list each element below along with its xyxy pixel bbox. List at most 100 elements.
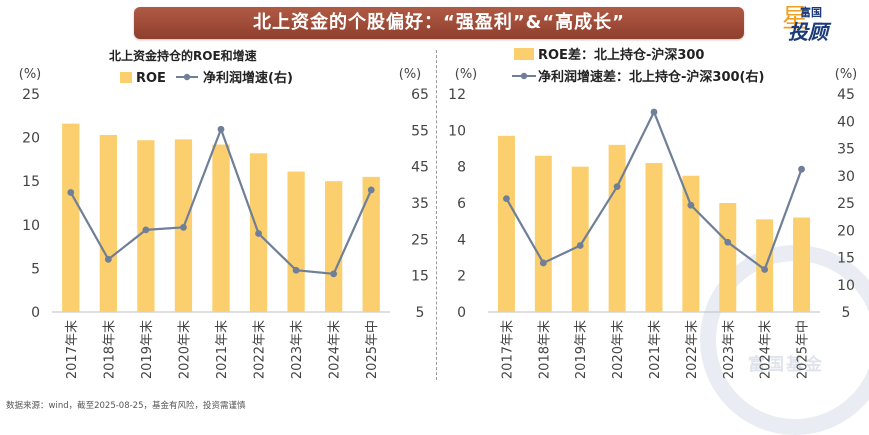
x-tick-label: 2018年末 [537, 320, 552, 379]
line-point-9 [367, 186, 375, 194]
y-left-tick-label: 15 [22, 174, 40, 190]
bar-7 [287, 171, 305, 312]
logo-top-text: 富国 [800, 6, 822, 19]
line-point-2 [539, 259, 547, 267]
star-icon: 星 [782, 4, 809, 34]
y-right-tick-label: 35 [411, 196, 429, 212]
bar-8 [325, 181, 343, 312]
line-point-5 [217, 125, 225, 133]
y-right-tick-label: 45 [837, 87, 855, 103]
bar-3 [571, 166, 589, 312]
bar-1 [62, 123, 80, 312]
y-left-tick-label: 20 [22, 131, 40, 147]
x-tick-label: 2025年中 [796, 320, 811, 379]
source-note: 数据来源：wind，截至2025-08-25，基金有风险，投资需谨慎 [6, 401, 246, 411]
y-right-tick-label: 15 [837, 251, 855, 267]
line-point-6 [255, 230, 262, 237]
y-left-unit: (%) [19, 67, 42, 82]
logo-main-text: 投顾 [788, 20, 828, 44]
x-tick-label: 2023年末 [290, 320, 305, 379]
bar-8 [756, 219, 774, 312]
x-tick-label: 2018年末 [102, 320, 117, 379]
y-left-tick-label: 5 [31, 261, 40, 277]
line-point-3 [142, 226, 150, 234]
x-tick-label: 2017年末 [65, 320, 80, 379]
y-right-unit: (%) [835, 67, 858, 82]
legend-bar-label: ROE [136, 71, 166, 86]
bar-1 [497, 135, 515, 312]
y-left-tick-label: 2 [457, 269, 466, 285]
chart-left: 北上资金持仓的ROE和增速 (%) (%) 0 5 10 15 20 25 5 15 25 35 45 55… [19, 48, 429, 379]
y-right-tick-label: 25 [837, 196, 855, 212]
x-tick-label: 2024年末 [328, 320, 343, 379]
line-point-9 [798, 165, 805, 173]
legend-line-marker [520, 72, 528, 80]
bar-2 [99, 134, 117, 312]
legend-line-label: 净利润增速(右) [203, 70, 293, 86]
x-tick-label: 2023年末 [722, 320, 737, 379]
line-point-3 [576, 242, 584, 249]
x-tick-label: 2022年末 [253, 320, 268, 379]
bar-4 [608, 144, 626, 312]
y-left-tick-label: 0 [457, 305, 466, 321]
line-point-7 [724, 238, 732, 246]
y-left-tick-label: 8 [457, 160, 466, 176]
y-left-unit: (%) [455, 67, 478, 82]
x-tick-label: 2024年末 [759, 320, 774, 379]
title-banner: 北上资金的个股偏好：“强盈利”&“高成长” [134, 7, 744, 39]
watermark-text: 富国基金 [748, 355, 824, 375]
legend-bar-swatch [514, 48, 534, 60]
bar-5 [212, 144, 230, 312]
chart-right: (%) (%) 0 2 4 6 8 10 12 5 10 15 20 25 30 35 40 45 2017年末 20… [448, 47, 858, 379]
bar-5 [645, 163, 663, 312]
y-right-tick-label: 45 [411, 160, 429, 176]
y-right-tick-label: 5 [842, 305, 851, 321]
y-left-tick-label: 0 [31, 305, 40, 321]
y-left-tick-label: 25 [22, 87, 40, 103]
y-left-tick-label: 4 [457, 232, 466, 248]
y-left-tick-label: 6 [457, 196, 466, 212]
x-tick-label: 2022年末 [685, 320, 700, 379]
y-right-tick-label: 15 [411, 269, 429, 285]
bar-3 [137, 140, 155, 312]
bar-9 [793, 217, 811, 312]
y-left-tick-label: 12 [448, 87, 466, 103]
y-right-tick-label: 10 [837, 278, 855, 294]
line-point-7 [292, 266, 300, 274]
panel-divider [436, 50, 437, 380]
x-tick-label: 2019年末 [140, 320, 155, 379]
y-right-tick-label: 5 [416, 305, 425, 321]
line-point-1 [67, 189, 75, 196]
x-tick-label: 2021年末 [648, 320, 663, 379]
y-right-tick-label: 30 [837, 169, 855, 185]
y-left-tick-label: 10 [448, 123, 466, 139]
bar-7 [719, 203, 737, 312]
y-left-tick-label: 10 [22, 218, 40, 234]
line-point-8 [761, 266, 769, 273]
legend-line-label: 净利润增速差：北上持仓-沪深300(右) [538, 69, 764, 85]
brand-logo: 星 富国 投顾 [782, 2, 867, 44]
y-right-tick-label: 40 [837, 114, 855, 130]
line-point-8 [330, 270, 338, 278]
line-point-1 [503, 195, 510, 203]
bar-6 [682, 175, 700, 312]
legend-bar-label: ROE差：北上持仓-沪深300 [538, 47, 704, 63]
y-right-tick-label: 65 [411, 87, 429, 103]
x-tick-label: 2020年末 [611, 320, 626, 379]
x-tick-label: 2025年中 [365, 320, 380, 379]
x-tick-label: 2019年末 [574, 320, 589, 379]
y-right-tick-label: 20 [837, 223, 855, 239]
banner-title: 北上资金的个股偏好：“强盈利”&“高成长” [252, 12, 626, 33]
x-tick-label: 2020年末 [177, 320, 192, 379]
bar-2 [534, 155, 552, 312]
x-tick-label: 2021年末 [215, 320, 230, 379]
line-point-6 [687, 201, 695, 209]
line-point-2 [104, 255, 112, 263]
y-right-unit: (%) [399, 67, 422, 82]
chart-title: 北上资金持仓的ROE和增速 [109, 48, 257, 63]
line-point-4 [180, 223, 187, 231]
y-right-tick-label: 25 [411, 232, 429, 248]
x-tick-label: 2017年末 [500, 320, 515, 379]
line-point-4 [613, 183, 621, 191]
legend-bar-swatch [120, 72, 132, 83]
